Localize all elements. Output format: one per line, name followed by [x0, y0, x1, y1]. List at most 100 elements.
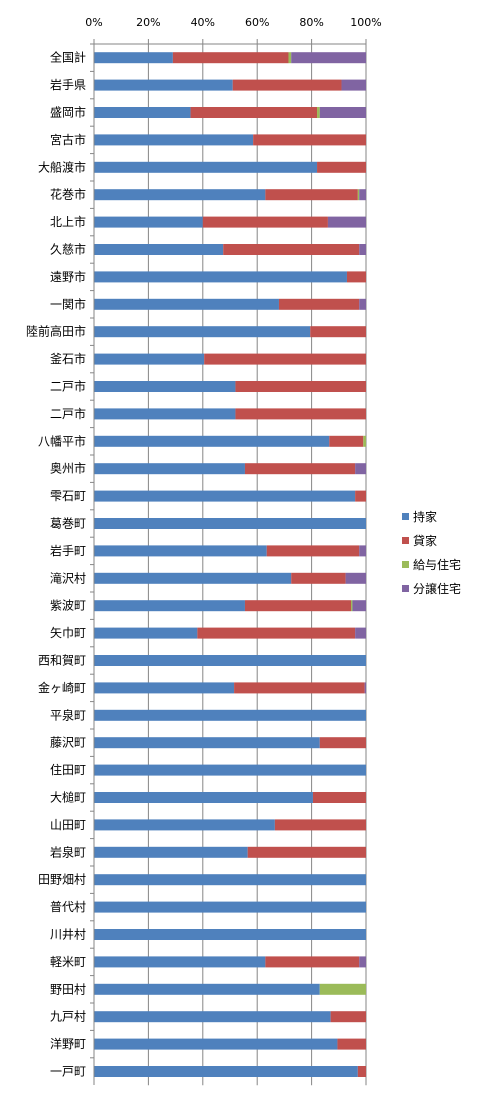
bar-segment: [319, 107, 366, 118]
bar-segment: [94, 326, 311, 338]
x-tick-label: 40%: [191, 16, 215, 29]
bar-segment: [94, 1038, 338, 1050]
category-label: 野田村: [50, 982, 86, 996]
legend-swatch: [402, 513, 409, 520]
bar-segment: [94, 216, 203, 228]
bar-segment: [310, 326, 366, 338]
bar-segment: [357, 1066, 366, 1077]
legend-swatch: [402, 537, 409, 544]
bar-segment: [172, 52, 289, 64]
bar-segment: [359, 244, 366, 255]
bar-segment: [94, 79, 233, 91]
bar-segment: [94, 983, 320, 995]
category-label: 久慈市: [50, 242, 86, 257]
bar-segment: [94, 819, 275, 831]
category-label: 住田町: [50, 763, 86, 777]
bar-segment: [357, 189, 360, 201]
bar-segment: [355, 490, 366, 502]
bar-segment: [247, 846, 366, 858]
category-label: 陸前高田市: [26, 324, 86, 339]
bar-segment: [345, 572, 366, 584]
bar-segment: [94, 490, 356, 502]
bar-segment: [94, 846, 248, 858]
category-label: 岩手県: [50, 77, 86, 92]
category-label: 平泉町: [50, 708, 86, 722]
bar-segment: [278, 298, 360, 310]
bar-segment: [341, 79, 366, 91]
bar-segment: [329, 435, 364, 447]
category-label: 大槌町: [50, 790, 86, 805]
category-label: 金ヶ崎町: [38, 680, 86, 695]
category-label: 釜石市: [50, 351, 86, 366]
category-label: 普代村: [50, 900, 86, 914]
bar-segment: [94, 572, 292, 584]
bar-segment: [94, 792, 313, 803]
bar-segment: [94, 134, 254, 146]
bar-segment: [94, 709, 366, 721]
bar-segment: [94, 764, 366, 776]
bar-segment: [253, 134, 366, 146]
bar-segment: [317, 107, 320, 118]
category-label: 山田町: [50, 818, 86, 832]
category-label: 洋野町: [50, 1036, 86, 1051]
bar-segment: [327, 216, 366, 228]
bar-segment: [317, 161, 366, 173]
legend-label: 貸家: [413, 533, 437, 548]
bar-segment: [232, 79, 342, 91]
bar-segment: [337, 1038, 366, 1050]
bar-segment: [94, 929, 366, 940]
bar-segment: [94, 655, 366, 666]
bar-segment: [94, 381, 236, 392]
category-label: 滝沢村: [50, 571, 86, 585]
bar-segment: [235, 408, 366, 420]
bar-segment: [359, 545, 366, 557]
category-label: 軽米町: [50, 955, 86, 969]
category-label: 岩泉町: [50, 844, 86, 859]
category-label: 二戸市: [50, 379, 86, 394]
bar-segment: [94, 627, 198, 639]
bar-segment: [266, 545, 360, 557]
bar-segment: [319, 737, 366, 749]
bar-segment: [359, 956, 366, 968]
category-label: 一関市: [50, 296, 86, 311]
category-label: 雫石町: [50, 489, 86, 503]
x-tick-label: 0%: [85, 16, 102, 29]
bar-segment: [94, 956, 266, 968]
bar-segment: [94, 874, 366, 886]
category-label: 盛岡市: [50, 105, 86, 120]
bar-segment: [94, 1011, 331, 1023]
category-label: 遠野市: [50, 269, 86, 284]
category-label: 八幡平市: [38, 433, 86, 448]
bar-segment: [364, 682, 366, 694]
bar-segment: [265, 189, 358, 201]
bar-segment: [355, 627, 366, 639]
bar-segment: [94, 244, 224, 255]
bar-segment: [274, 819, 366, 831]
legend-label: 給与住宅: [413, 557, 461, 572]
bar-segment: [291, 572, 346, 584]
bar-segment: [352, 600, 366, 612]
bar-segment: [94, 545, 267, 557]
category-label: 田野畑村: [38, 873, 86, 887]
bar-segment: [235, 381, 366, 392]
bar-segment: [94, 189, 266, 201]
category-label: 宮古市: [50, 132, 86, 147]
bar-segment: [363, 435, 366, 447]
category-labels: 全国計岩手県盛岡市宮古市大船渡市花巻市北上市久慈市遠野市一関市陸前高田市釜石市二…: [26, 50, 86, 1079]
bar-segment: [359, 189, 366, 201]
bar-segment: [319, 983, 366, 995]
category-label: 岩手町: [50, 543, 86, 558]
bar-segment: [244, 600, 352, 612]
category-label: 葛巻町: [50, 517, 86, 531]
category-label: 藤沢町: [50, 736, 86, 750]
bar-segment: [94, 1066, 358, 1077]
category-label: 奥州市: [50, 461, 86, 476]
category-label: 花巻市: [50, 187, 86, 202]
bar-segment: [359, 298, 366, 310]
bars: [94, 52, 366, 1077]
category-label: 西和賀町: [38, 654, 86, 668]
bar-segment: [94, 901, 366, 913]
legend-swatch: [402, 585, 409, 592]
